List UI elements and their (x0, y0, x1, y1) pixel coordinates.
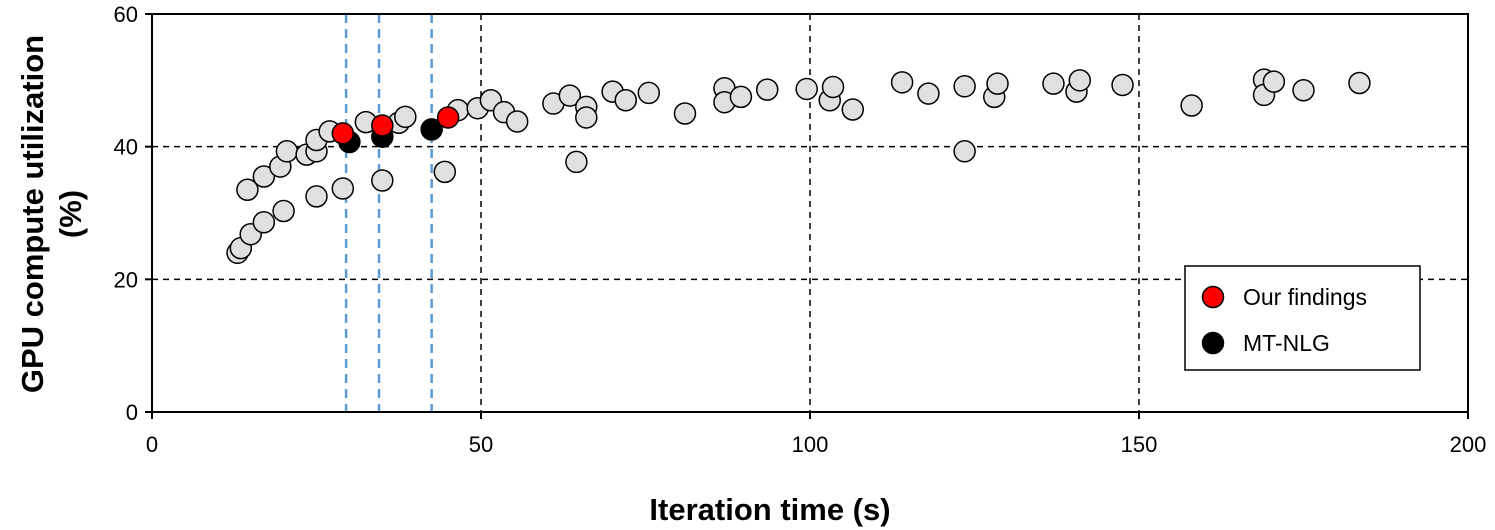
other-config-point-38 (795, 77, 818, 101)
other-config-point-37 (755, 78, 779, 101)
reference-lines (344, 14, 433, 412)
our-findings-point-2 (436, 106, 460, 129)
other-config-point-41 (841, 98, 865, 121)
other-config-point-33 (673, 102, 697, 125)
other-config-point-42 (890, 71, 914, 94)
other-config-point-36 (729, 85, 753, 109)
other-config-point-4 (272, 199, 295, 223)
legend-box (1184, 265, 1421, 371)
legend: Our findings MT-NLG (1184, 265, 1421, 371)
other-config-point-19 (394, 105, 417, 129)
other-config-point-56 (1292, 79, 1315, 102)
y-tick-label-0: 0 (126, 400, 138, 425)
y-tick-label-20: 20 (114, 267, 138, 292)
other-config-point-24 (505, 110, 529, 133)
other-config-point-48 (1042, 72, 1065, 95)
other-config-point-10 (252, 165, 276, 188)
x-tick-label-200: 200 (1450, 432, 1487, 457)
other-config-point-31 (614, 88, 638, 112)
x-tick-label-50: 50 (469, 432, 493, 457)
x-tick-label-150: 150 (1121, 432, 1158, 457)
other-config-point-7 (371, 169, 394, 192)
other-config-point-32 (637, 81, 661, 105)
axis-ticks: 0 50 100 150 200 0 20 40 60 (114, 2, 1487, 457)
other-config-point-52 (1180, 94, 1203, 117)
y-tick-label-40: 40 (114, 135, 138, 160)
other-config-point-26 (558, 84, 582, 107)
data-points (226, 68, 1371, 265)
x-tick-label-100: 100 (792, 432, 829, 457)
other-config-point-51 (1111, 73, 1134, 97)
other-config-point-27 (565, 150, 588, 174)
other-config-point-50 (1068, 69, 1092, 92)
legend-label-mtnlg: MT-NLG (1243, 330, 1330, 356)
other-config-point-55 (1262, 70, 1286, 93)
x-axis-title: Iteration time (s) (649, 492, 890, 527)
other-config-point-8 (433, 160, 457, 184)
x-tick-label-0: 0 (146, 432, 158, 457)
y-axis-title-line1: GPU compute utilization (15, 35, 50, 393)
other-config-point-43 (917, 82, 940, 105)
other-config-point-6 (331, 177, 355, 200)
our-findings-point-0 (331, 122, 355, 145)
other-config-point-40 (821, 75, 845, 99)
our-findings-point-1 (371, 114, 394, 137)
other-config-point-9 (236, 178, 259, 202)
other-config-point-57 (1348, 71, 1371, 95)
legend-marker-mtnlg (1201, 331, 1225, 355)
y-tick-label-60: 60 (114, 2, 138, 27)
other-config-point-29 (575, 106, 598, 129)
other-config-point-47 (986, 72, 1009, 95)
legend-label-our-findings: Our findings (1243, 284, 1367, 310)
other-config-point-3 (252, 211, 276, 234)
other-config-point-5 (305, 185, 328, 208)
mtnlg-point-2 (420, 118, 443, 141)
other-config-point-12 (275, 140, 299, 163)
y-axis-title: GPU compute utilization (%) (15, 35, 88, 393)
legend-marker-our-findings (1201, 285, 1225, 309)
y-axis-title-line2: (%) (53, 190, 88, 238)
other-config-point-45 (953, 140, 976, 163)
other-config-point-44 (953, 75, 976, 98)
